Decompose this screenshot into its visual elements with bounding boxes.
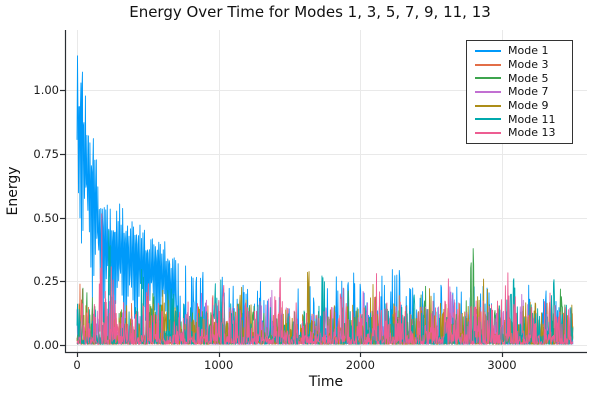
x-tick-label: 0 xyxy=(73,358,81,372)
legend-line-sample xyxy=(475,118,501,121)
y-tick-label: 0.50 xyxy=(33,210,59,225)
y-axis-label: Energy xyxy=(5,166,21,216)
legend-item: Mode 5 xyxy=(475,71,566,85)
legend-box: Mode 1 Mode 3 Mode 5 Mode 7 Mode 9 Mode 11 Mod… xyxy=(466,40,573,144)
x-tick-label: 3000 xyxy=(487,358,517,372)
legend-item: Mode 13 xyxy=(475,126,566,140)
y-tick-label: 0.00 xyxy=(33,338,59,352)
legend-label: Mode 7 xyxy=(508,85,549,99)
legend-label: Mode 13 xyxy=(508,126,556,140)
legend-label: Mode 1 xyxy=(508,44,549,58)
legend-line-sample xyxy=(475,104,501,107)
legend-line-sample xyxy=(475,131,501,134)
x-tick-label: 1000 xyxy=(204,358,234,372)
chart-title: Energy Over Time for Modes 1, 3, 5, 7, 9… xyxy=(129,3,491,21)
y-tick-label: 0.25 xyxy=(33,274,59,289)
legend-item: Mode 11 xyxy=(475,112,566,126)
legend-label: Mode 11 xyxy=(508,112,556,126)
x-tick-label: 2000 xyxy=(345,358,375,372)
y-tick-label: 0.75 xyxy=(33,146,59,161)
legend-label: Mode 3 xyxy=(508,58,549,72)
legend-item: Mode 9 xyxy=(475,99,566,113)
legend-line-sample xyxy=(475,63,501,66)
legend-item: Mode 3 xyxy=(475,58,566,72)
legend-item: Mode 7 xyxy=(475,85,566,99)
legend-line-sample xyxy=(475,77,501,80)
x-axis-label: Time xyxy=(308,374,344,390)
y-tick-label: 1.00 xyxy=(33,83,59,97)
legend-line-sample xyxy=(475,49,501,52)
legend-item: Mode 1 xyxy=(475,44,566,58)
legend-label: Mode 5 xyxy=(508,71,549,85)
legend-line-sample xyxy=(475,90,501,93)
legend-label: Mode 9 xyxy=(508,99,549,113)
